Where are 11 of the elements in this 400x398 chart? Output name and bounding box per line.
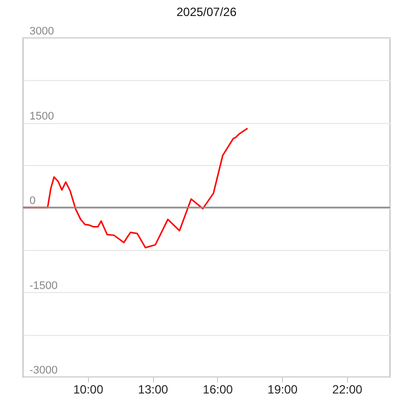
y-tick-label: -3000 <box>30 364 58 376</box>
chart-title: 2025/07/26 <box>176 5 237 19</box>
y-tick-label: -1500 <box>30 280 58 292</box>
y-tick-label: 0 <box>30 195 36 207</box>
y-tick-label: 1500 <box>30 110 54 122</box>
x-tick-label: 10:00 <box>73 382 104 396</box>
x-tick-label: 16:00 <box>202 382 234 396</box>
y-tick-label: 3000 <box>30 26 54 38</box>
x-tick-label: 22:00 <box>332 382 363 396</box>
x-tick-label: 19:00 <box>268 382 298 396</box>
x-tick-label: 13:00 <box>138 382 168 396</box>
